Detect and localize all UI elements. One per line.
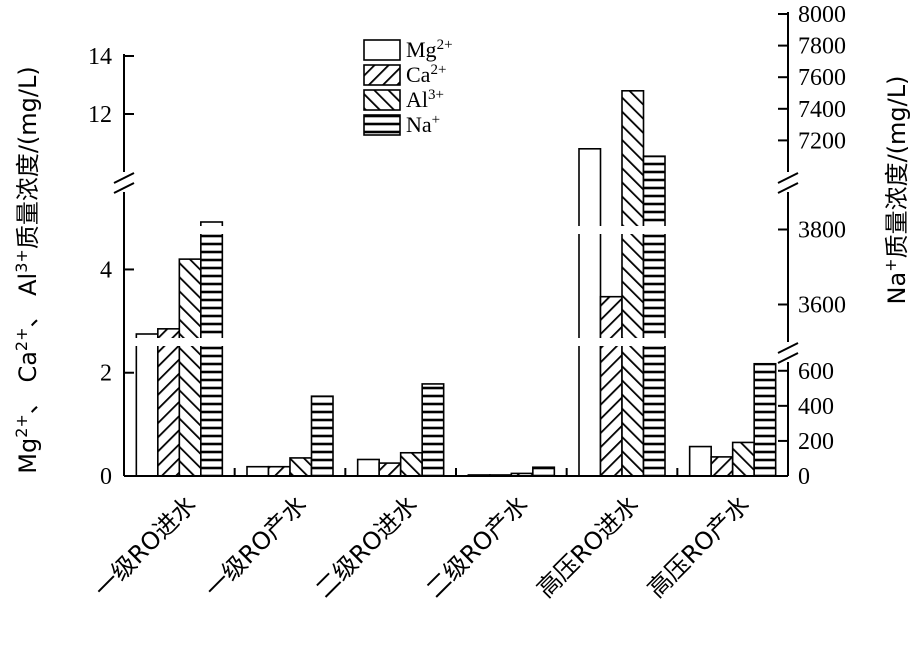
legend-item-al: Al3+	[363, 87, 444, 112]
left-axis-break	[112, 172, 136, 194]
bars-layer	[126, 90, 786, 477]
x-category-label-4: 高压RO进水	[531, 490, 644, 603]
axis-break-gap-left	[126, 226, 786, 234]
right-axis-break-upper	[776, 172, 800, 194]
x-category-label-5: 高压RO产水	[642, 490, 755, 603]
bar-ca-2	[378, 462, 402, 477]
left-lower-1-tick-label: 2	[100, 361, 112, 387]
bar-ca-1	[267, 465, 291, 477]
legend-item-ca: Ca2+	[363, 62, 446, 87]
legend-label-na: Na+	[406, 112, 440, 137]
bar-al-0	[178, 258, 202, 477]
left-upper-1-tick-label: 14	[88, 44, 112, 70]
right-mid-0-tick-label: 3600	[798, 293, 846, 319]
axis-break-gap-right-lower	[126, 338, 786, 346]
legend-swatch-na	[363, 114, 401, 136]
bar-na-2	[421, 383, 445, 477]
legend-item-mg: Mg2+	[363, 37, 453, 62]
right-lower-3-tick-label: 600	[798, 359, 834, 385]
left-upper-0-tick-label: 12	[88, 102, 112, 128]
legend-label-al: Al3+	[406, 87, 444, 112]
bar-al-1	[289, 457, 313, 477]
left-lower-0-tick-label: 0	[100, 464, 112, 490]
right-axis-label: Na+质量浓度/(mg/L)	[881, 76, 912, 305]
x-category-label-2: 二级RO进水	[310, 490, 423, 603]
bar-al-5	[731, 441, 755, 477]
right-lower-1-tick-label: 200	[798, 429, 834, 455]
bar-ca-4	[599, 295, 623, 477]
bar-na-5	[753, 362, 777, 477]
x-category-label-1: 一级RO产水	[199, 490, 312, 603]
left-lower-2-tick-label: 4	[100, 257, 112, 283]
legend-swatch-mg	[363, 39, 401, 61]
x-category-label-3: 二级RO产水	[421, 490, 534, 603]
right-upper-3-tick-label: 7800	[798, 34, 846, 60]
right-upper-2-tick-label: 7600	[798, 65, 846, 91]
legend-swatch-ca	[363, 64, 401, 86]
ticks-layer: 0 2 4 12 14 0 200 400 600 3600 3800 7200 7400 7600 780…	[88, 2, 846, 490]
bar-na-4	[642, 155, 666, 477]
right-axis-break-lower	[776, 342, 800, 364]
right-upper-0-tick-label: 7200	[798, 128, 846, 154]
bar-mg-1	[246, 465, 270, 477]
bar-al-4	[621, 90, 645, 477]
bar-ca-0	[157, 328, 181, 477]
right-lower-2-tick-label: 400	[798, 394, 834, 420]
bar-mg-4	[578, 148, 602, 477]
bar-mg-2	[356, 458, 380, 477]
bar-ca-5	[710, 456, 734, 477]
bar-na-0	[200, 221, 224, 477]
bar-na-1	[310, 395, 334, 477]
bar-mg-5	[688, 445, 712, 477]
right-lower-0-tick-label: 0	[798, 464, 810, 490]
legend-label-mg: Mg2+	[406, 37, 453, 62]
x-category-label-0: 一级RO进水	[89, 490, 202, 603]
legend-swatch-al	[363, 89, 401, 111]
left-axis-label: Mg2+、 Ca2+、 Al3+质量浓度/(mg/L)	[12, 66, 43, 473]
legend-label-ca: Ca2+	[406, 62, 446, 87]
right-mid-1-tick-label: 3800	[798, 218, 846, 244]
legend: Mg2+Ca2+Al3+Na+	[363, 37, 453, 137]
legend-item-na: Na+	[363, 112, 440, 137]
right-upper-1-tick-label: 7400	[798, 97, 846, 123]
bar-mg-0	[135, 333, 159, 477]
right-upper-4-tick-label: 8000	[798, 2, 846, 28]
bar-al-2	[399, 451, 423, 477]
bar-na-3	[532, 466, 556, 477]
